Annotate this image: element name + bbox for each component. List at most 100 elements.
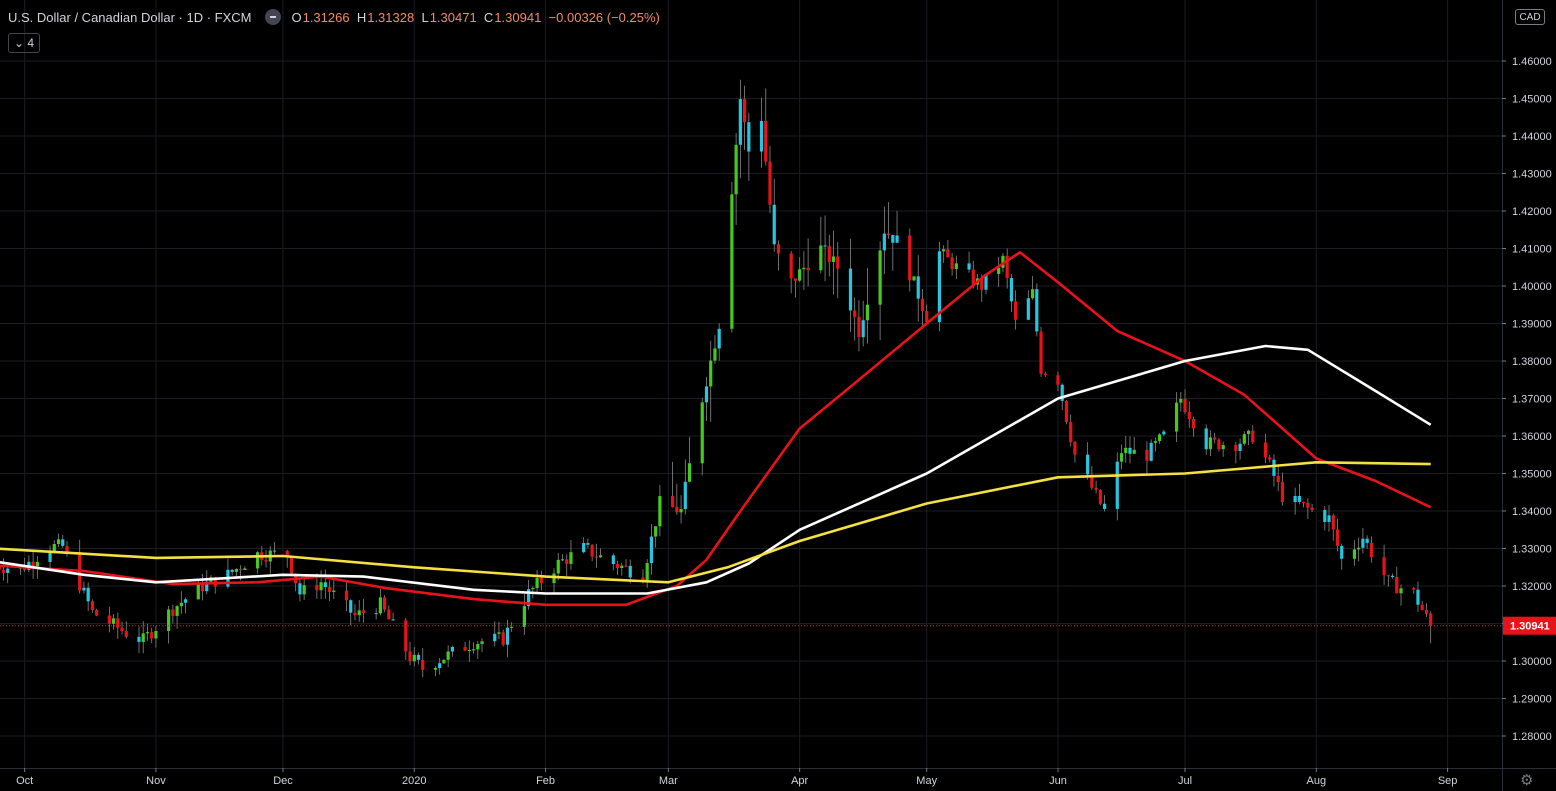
candle xyxy=(831,230,836,295)
candle xyxy=(687,436,692,483)
candle xyxy=(654,526,658,548)
candle xyxy=(1009,274,1013,312)
moving-average-red xyxy=(0,251,1432,607)
candle-body xyxy=(1429,613,1433,626)
price-tick-label: 1.30000 xyxy=(1512,656,1552,668)
candle xyxy=(615,560,620,575)
candle-body xyxy=(1,569,6,573)
candle-body xyxy=(1238,443,1242,451)
candle-body xyxy=(1039,331,1043,374)
candle xyxy=(764,88,768,166)
candle xyxy=(90,599,95,613)
candle xyxy=(332,578,336,600)
candle xyxy=(806,238,810,287)
candle-body xyxy=(1208,437,1213,450)
candle-body xyxy=(624,565,628,567)
candle xyxy=(1043,371,1047,378)
candle xyxy=(0,565,1,570)
candle xyxy=(48,545,52,570)
candle xyxy=(908,228,912,292)
candle xyxy=(65,541,69,557)
candle-body xyxy=(713,348,717,361)
candle-body xyxy=(569,552,573,564)
candle xyxy=(793,278,798,298)
candle-body xyxy=(1204,428,1208,450)
candle-body xyxy=(764,120,768,162)
time-tick-label: Mar xyxy=(659,775,678,787)
candle-body xyxy=(599,555,603,558)
candle-body xyxy=(111,618,116,624)
candle xyxy=(327,580,332,602)
candle-body xyxy=(1005,255,1009,278)
candle xyxy=(586,538,590,549)
candle-body xyxy=(1128,447,1132,454)
candle xyxy=(1361,527,1365,554)
gear-icon[interactable]: ⚙ xyxy=(1520,772,1534,789)
candle xyxy=(1014,290,1018,330)
candle xyxy=(1310,503,1314,513)
candle xyxy=(463,641,467,652)
candle-body xyxy=(1069,422,1073,443)
candle xyxy=(946,240,950,258)
candle xyxy=(539,570,543,591)
candle xyxy=(268,546,272,574)
candle xyxy=(1234,442,1238,464)
candle xyxy=(1424,603,1429,617)
candle-body xyxy=(1098,489,1102,504)
candle xyxy=(179,591,183,614)
candle xyxy=(759,97,764,168)
candle xyxy=(1187,401,1191,428)
market-status-icon[interactable] xyxy=(265,9,282,25)
candle xyxy=(285,549,289,568)
candle-body xyxy=(611,555,615,565)
candle-body xyxy=(1395,577,1399,594)
candle-body xyxy=(971,269,975,285)
candle-body xyxy=(679,509,683,513)
candle xyxy=(353,604,357,621)
candle-body xyxy=(1399,588,1403,594)
candle xyxy=(272,542,277,555)
candle xyxy=(738,79,742,179)
candle-body xyxy=(831,256,836,262)
candle-body xyxy=(878,250,882,305)
candle-body xyxy=(82,587,86,591)
candle xyxy=(145,623,150,641)
candle xyxy=(450,645,454,657)
candle-body xyxy=(327,587,332,592)
candle xyxy=(1331,513,1335,541)
candle-body xyxy=(361,610,366,614)
candle-body xyxy=(404,620,408,652)
candle xyxy=(1251,425,1255,444)
candle xyxy=(624,559,628,568)
candle xyxy=(620,562,624,576)
candle xyxy=(649,523,654,575)
candle xyxy=(6,564,10,584)
candle-body xyxy=(1335,529,1340,546)
candle-body xyxy=(768,161,772,205)
candle xyxy=(510,622,514,632)
candle-body xyxy=(171,609,175,616)
candle xyxy=(895,210,899,244)
candle xyxy=(1382,544,1386,585)
candle xyxy=(599,548,603,558)
candle-body xyxy=(450,646,454,652)
candle-body xyxy=(1361,538,1365,548)
candle-body xyxy=(234,569,238,572)
candle-body xyxy=(302,585,306,595)
candle xyxy=(1119,444,1124,470)
change-value: −0.00326 (−0.25%) xyxy=(548,9,660,25)
candle-body xyxy=(700,402,704,464)
indicators-toggle-button[interactable]: ⌄ 4 xyxy=(8,33,40,53)
candle-body xyxy=(357,610,361,616)
low-value: 1.30471 xyxy=(429,9,477,25)
candle-body xyxy=(1272,459,1276,476)
time-tick-label: Nov xyxy=(146,775,166,787)
candle-body xyxy=(582,543,586,553)
time-tick-label: Jul xyxy=(1178,775,1192,787)
time-tick-label: Oct xyxy=(16,775,33,787)
currency-badge[interactable]: CAD xyxy=(1515,9,1545,25)
candle-body xyxy=(1242,434,1246,444)
candle-body xyxy=(827,246,831,262)
candle-body xyxy=(671,496,675,507)
